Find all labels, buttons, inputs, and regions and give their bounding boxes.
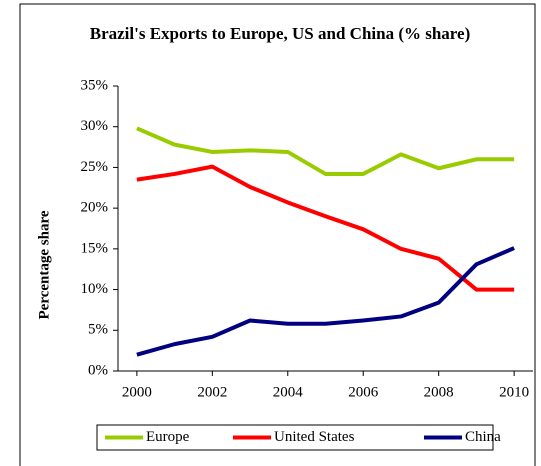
x-tick-label: 2006 (348, 384, 379, 400)
legend-label: United States (274, 429, 355, 445)
y-tick-label: 10% (81, 281, 109, 297)
line-series (136, 246, 515, 357)
y-tick-label: 35% (81, 77, 109, 93)
line-series (136, 164, 515, 292)
x-tick-label: 2008 (424, 384, 454, 400)
legend-label: Europe (146, 429, 190, 445)
y-tick-label: 0% (88, 362, 108, 378)
y-axis-label: Percentage share (36, 210, 52, 319)
chart-title: Brazil's Exports to Europe, US and China… (89, 24, 471, 43)
y-tick-label: 5% (88, 322, 108, 338)
line-series (136, 126, 515, 176)
x-tick-label: 2000 (122, 384, 152, 400)
x-tick-label: 2010 (499, 384, 529, 400)
y-tick-label: 25% (81, 159, 109, 175)
chart-border (19, 3, 536, 466)
y-tick-label: 15% (81, 240, 109, 256)
legend-label: China (465, 429, 501, 445)
y-tick-label: 20% (81, 200, 109, 216)
x-tick-label: 2004 (273, 384, 304, 400)
x-tick-label: 2002 (197, 384, 227, 400)
y-tick-label: 30% (81, 118, 109, 134)
